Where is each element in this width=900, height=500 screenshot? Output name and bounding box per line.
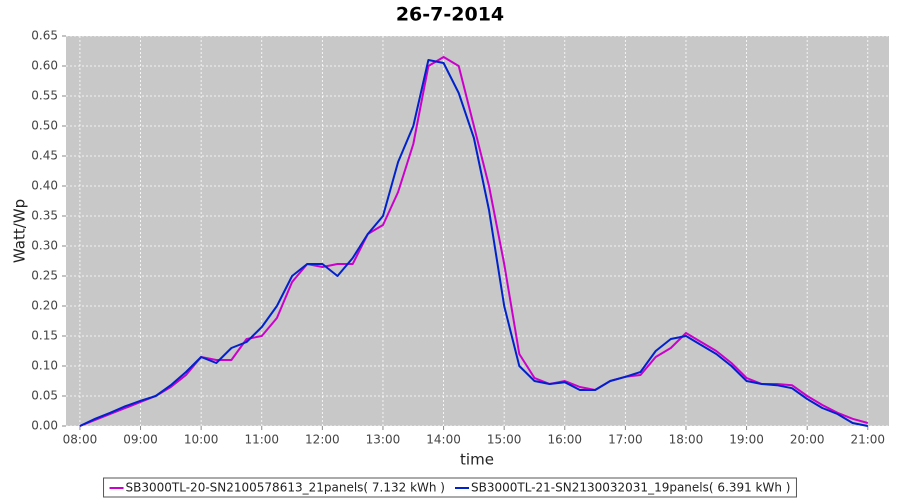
y-tick-label: 0.55 — [31, 89, 58, 103]
y-tick-label: 0.45 — [31, 149, 58, 163]
x-tick-label: 09:00 — [123, 433, 158, 447]
y-tick-label: 0.60 — [31, 59, 58, 73]
x-tick-label: 12:00 — [305, 433, 340, 447]
y-tick-label: 0.65 — [31, 29, 58, 43]
series-line — [79, 56, 869, 427]
plot-area — [66, 36, 889, 426]
x-tick-label: 15:00 — [487, 433, 522, 447]
y-tick-label: 0.00 — [31, 419, 58, 433]
x-tick-label: 20:00 — [790, 433, 825, 447]
y-tick-label: 0.15 — [31, 329, 58, 343]
y-tick-label: 0.50 — [31, 119, 58, 133]
legend-box — [103, 477, 797, 498]
series-line — [79, 59, 868, 427]
x-tick-label: 18:00 — [669, 433, 704, 447]
y-tick-label: 0.40 — [31, 179, 58, 193]
x-tick-label: 11:00 — [244, 433, 279, 447]
y-tick-label: 0.30 — [31, 239, 58, 253]
x-tick-label: 21:00 — [850, 433, 885, 447]
x-tick-label: 14:00 — [426, 433, 461, 447]
chart-title: 26-7-2014 — [396, 4, 504, 26]
x-tick-label: 19:00 — [729, 433, 764, 447]
y-tick-label: 0.10 — [31, 359, 58, 373]
x-tick-label: 10:00 — [184, 433, 219, 447]
x-tick-label: 17:00 — [608, 433, 643, 447]
legend-text: SB3000TL-20-SN2100578613_21panels( 7.132… — [126, 481, 445, 495]
x-tick-label: 08:00 — [63, 433, 98, 447]
y-tick-label: 0.25 — [31, 269, 58, 283]
y-tick-label: 0.05 — [31, 389, 58, 403]
y-tick-label: 0.35 — [31, 209, 58, 223]
legend-text: SB3000TL-21-SN2130032031_19panels( 6.391… — [471, 481, 790, 495]
x-tick-label: 16:00 — [547, 433, 582, 447]
x-axis-label: time — [460, 451, 494, 469]
y-tick-label: 0.20 — [31, 299, 58, 313]
y-axis-label: Watt/Wp — [11, 199, 29, 263]
x-tick-label: 13:00 — [366, 433, 401, 447]
